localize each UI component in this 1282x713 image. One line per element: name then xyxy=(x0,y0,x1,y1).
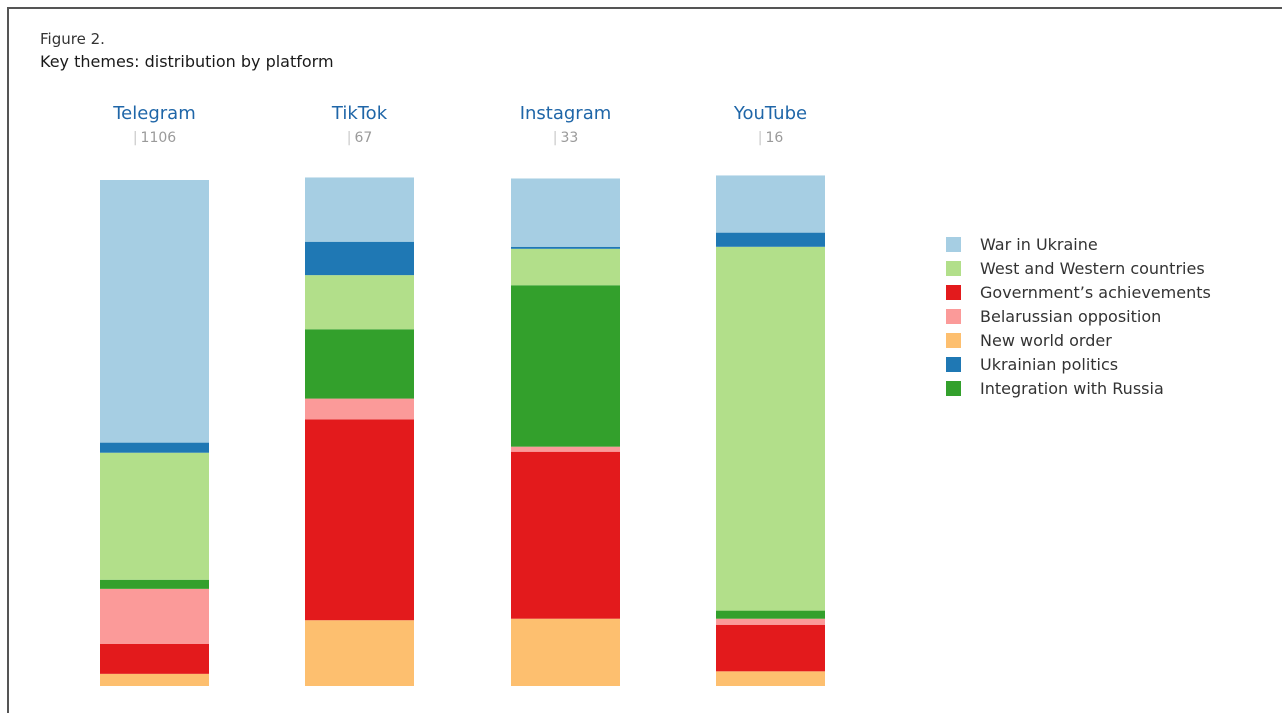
platform-name-tiktok: TikTok xyxy=(331,103,388,124)
platform-count-value: 33 xyxy=(560,130,579,146)
legend-label: Integration with Russia xyxy=(980,378,1164,398)
legend-item: Belarussian opposition xyxy=(946,304,1211,328)
platform-name-youtube: YouTube xyxy=(733,103,808,124)
figure-frame xyxy=(7,7,1282,713)
bar-segment-tiktok-ukrainian-politics xyxy=(305,241,414,276)
bar-segment-youtube-government-s-achievements xyxy=(716,624,825,672)
bar-segment-telegram-new-world-order xyxy=(100,673,209,686)
legend-item: West and Western countries xyxy=(946,256,1211,280)
bar-segment-youtube-new-world-order xyxy=(716,671,825,686)
bar-segment-tiktok-integration-with-russia xyxy=(305,329,414,399)
platform-count-value: 1106 xyxy=(140,130,177,146)
bar-segment-instagram-integration-with-russia xyxy=(511,285,620,447)
legend-swatch xyxy=(946,356,961,372)
legend-swatch xyxy=(946,380,961,396)
legend: War in Ukraine West and Western countries… xyxy=(946,232,1211,400)
legend-item: Government’s achievements xyxy=(946,280,1211,304)
bar-segment-tiktok-west-and-western-countries xyxy=(305,275,414,330)
legend-label: Government’s achievements xyxy=(980,282,1211,302)
bar-segment-telegram-integration-with-russia xyxy=(100,579,209,589)
bar-segment-tiktok-new-world-order xyxy=(305,620,414,686)
bar-segment-telegram-government-s-achievements xyxy=(100,644,209,674)
platform-count-value: 67 xyxy=(354,130,373,146)
bar-segment-youtube-integration-with-russia xyxy=(716,610,825,619)
legend-swatch xyxy=(946,284,961,300)
legend-swatch xyxy=(946,260,961,276)
legend-swatch xyxy=(946,236,961,252)
bar-segment-youtube-belarussian-opposition xyxy=(716,618,825,625)
platform-count-instagram: | 33 xyxy=(552,130,579,146)
bar-segment-tiktok-government-s-achievements xyxy=(305,419,414,621)
legend-item: Ukrainian politics xyxy=(946,352,1211,376)
platform-count-value: 16 xyxy=(765,130,784,146)
platform-name-telegram: Telegram xyxy=(113,103,196,124)
legend-label: Ukrainian politics xyxy=(980,354,1119,374)
bar-segment-telegram-belarussian-opposition xyxy=(100,588,209,644)
legend-item: Integration with Russia xyxy=(946,376,1211,400)
platform-count-tiktok: | 67 xyxy=(346,130,373,146)
bar-segment-telegram-west-and-western-countries xyxy=(100,452,209,580)
bar-segment-instagram-government-s-achievements xyxy=(511,451,620,619)
bar-segment-youtube-ukrainian-politics xyxy=(716,232,825,247)
legend-label: War in Ukraine xyxy=(980,234,1098,254)
bar-segment-instagram-west-and-western-countries xyxy=(511,248,620,286)
legend-label: New world order xyxy=(980,330,1112,350)
legend-swatch xyxy=(946,332,961,348)
bar-segment-telegram-ukrainian-politics xyxy=(100,442,209,453)
legend-label: Belarussian opposition xyxy=(980,306,1162,326)
legend-item: War in Ukraine xyxy=(946,232,1211,256)
legend-swatch xyxy=(946,308,961,324)
platform-count-youtube: | 16 xyxy=(757,130,784,146)
bar-segment-telegram-war-in-ukraine xyxy=(100,180,209,443)
bar-segment-tiktok-belarussian-opposition xyxy=(305,398,414,420)
bar-segment-instagram-belarussian-opposition xyxy=(511,446,620,452)
platform-count-telegram: | 1106 xyxy=(132,130,177,146)
bar-segment-instagram-war-in-ukraine xyxy=(511,178,620,247)
bar-segment-youtube-west-and-western-countries xyxy=(716,246,825,611)
platform-name-instagram: Instagram xyxy=(519,103,612,124)
stacked-bar-chart xyxy=(100,175,825,686)
legend-label: West and Western countries xyxy=(980,258,1205,278)
legend-item: New world order xyxy=(946,328,1211,352)
bar-segment-instagram-ukrainian-politics xyxy=(511,246,620,249)
bar-segment-tiktok-war-in-ukraine xyxy=(305,177,414,242)
figure-label: Figure 2. xyxy=(40,30,105,48)
bar-segment-instagram-new-world-order xyxy=(511,618,620,686)
figure-title: Key themes: distribution by platform xyxy=(40,52,334,71)
bar-segment-youtube-war-in-ukraine xyxy=(716,175,825,233)
